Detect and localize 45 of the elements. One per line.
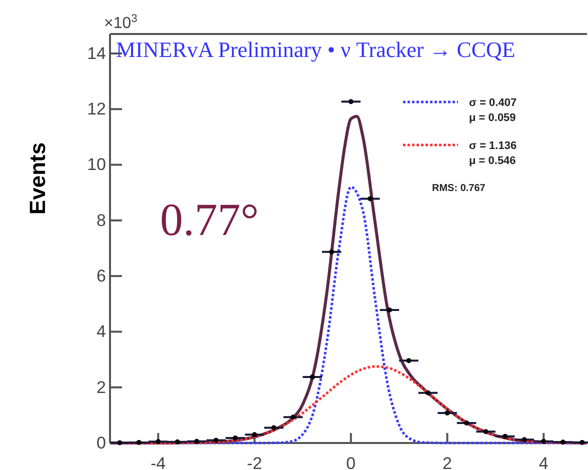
legend-label: σ = 1.136 μ = 0.546: [469, 140, 517, 167]
point: [444, 410, 450, 416]
chart-title: MINERvA Preliminary • ν Tracker → CCQE: [116, 37, 516, 62]
x-tick-label: -2: [246, 454, 262, 470]
y-tick-label: 2: [96, 378, 106, 397]
y-tick-label: 6: [96, 266, 106, 286]
legend-label: σ = 0.407 μ = 0.059: [469, 97, 517, 124]
point: [290, 414, 296, 420]
annotation: 0.77°: [160, 194, 259, 245]
y-tick-label: 14: [87, 44, 106, 63]
point: [271, 425, 276, 430]
point: [214, 438, 218, 443]
point: [348, 99, 354, 104]
x-tick-label: -4: [150, 454, 166, 470]
y-tick-label: 12: [87, 100, 106, 119]
point: [560, 440, 566, 445]
point: [232, 435, 238, 440]
point: [252, 432, 258, 438]
point: [541, 438, 546, 444]
point: [426, 390, 430, 396]
point: [464, 420, 470, 426]
text: ×10$^{3}$: [104, 13, 138, 32]
point: [522, 437, 527, 442]
point: [174, 439, 180, 444]
point: [117, 440, 122, 446]
x-tick-label: 2: [442, 454, 452, 470]
x-tick-label: 0: [346, 454, 356, 470]
point: [502, 434, 508, 439]
point: [580, 440, 585, 445]
point: [386, 308, 392, 313]
point: [406, 358, 412, 364]
point: [329, 249, 334, 254]
y-tick-label: 10: [87, 155, 106, 174]
x-tick-label: 4: [538, 454, 548, 470]
y-tick-label: 0: [96, 433, 106, 452]
point: [136, 440, 142, 445]
point: [310, 374, 315, 380]
point: [194, 438, 200, 444]
point: [368, 196, 373, 202]
y-tick-label: 8: [96, 210, 106, 230]
y-axis-title: Events: [25, 142, 50, 215]
y-tick-label: 4: [96, 322, 106, 342]
annotation: RMS: 0.767: [432, 183, 486, 194]
point: [156, 439, 161, 444]
point: [483, 429, 488, 434]
